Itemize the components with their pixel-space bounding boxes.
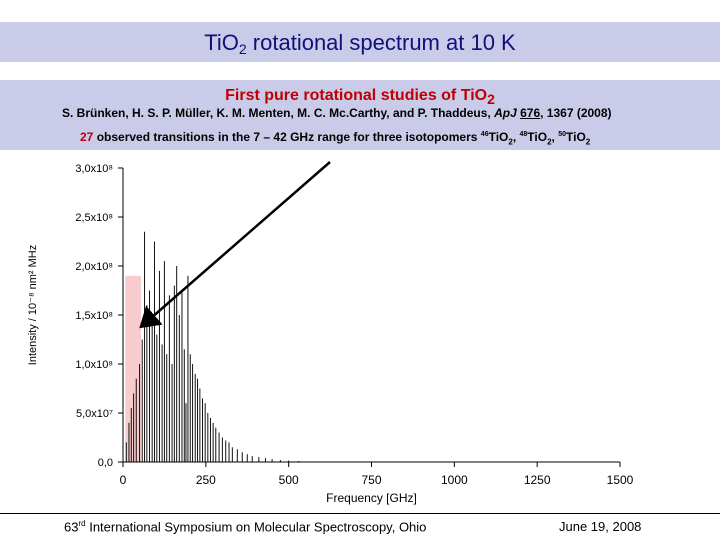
title-bar [0, 22, 720, 62]
info-band [0, 80, 720, 150]
axis-ticks: 0 250 500 750 1000 1250 1500 0,0 5,0x10⁷ 1,0x10⁸ 1… [75, 163, 633, 487]
footer-symposium: 63rd International Symposium on Molecula… [64, 519, 427, 535]
x-tick-label: 500 [279, 473, 299, 487]
observed-range-highlight [125, 275, 141, 462]
y-tick-label: 2,5x10⁸ [75, 212, 113, 224]
y-tick-label: 5,0x10⁷ [76, 408, 113, 420]
slide-title: TiO2 rotational spectrum at 10 K [204, 30, 516, 57]
x-tick-label: 0 [120, 473, 127, 487]
spectrum-lines [125, 231, 300, 462]
x-axis-label: Frequency [GHz] [326, 491, 417, 505]
x-tick-label: 1250 [524, 473, 551, 487]
transitions-count: 27 [80, 130, 94, 144]
footer-date: June 19, 2008 [559, 519, 642, 534]
x-tick-label: 250 [196, 473, 216, 487]
y-tick-label: 3,0x10⁸ [75, 163, 113, 175]
citation: S. Brünken, H. S. P. Müller, K. M. Mente… [62, 106, 612, 120]
footer-divider [0, 513, 720, 514]
annotation-arrow [139, 161, 331, 329]
y-tick-label: 0,0 [98, 457, 113, 469]
transitions-note: 27 observed transitions in the 7 – 42 GH… [80, 130, 591, 147]
y-tick-label: 1,5x10⁸ [75, 310, 113, 322]
x-tick-label: 1500 [607, 473, 634, 487]
x-tick-label: 1000 [441, 473, 468, 487]
slide-subtitle: First pure rotational studies of TiO2 [225, 87, 495, 107]
y-axis-label: Intensity / 10⁻⁸ nm² MHz [27, 245, 39, 365]
x-tick-label: 750 [361, 473, 381, 487]
y-tick-label: 2,0x10⁸ [75, 261, 113, 273]
y-tick-label: 1,0x10⁸ [75, 359, 113, 371]
